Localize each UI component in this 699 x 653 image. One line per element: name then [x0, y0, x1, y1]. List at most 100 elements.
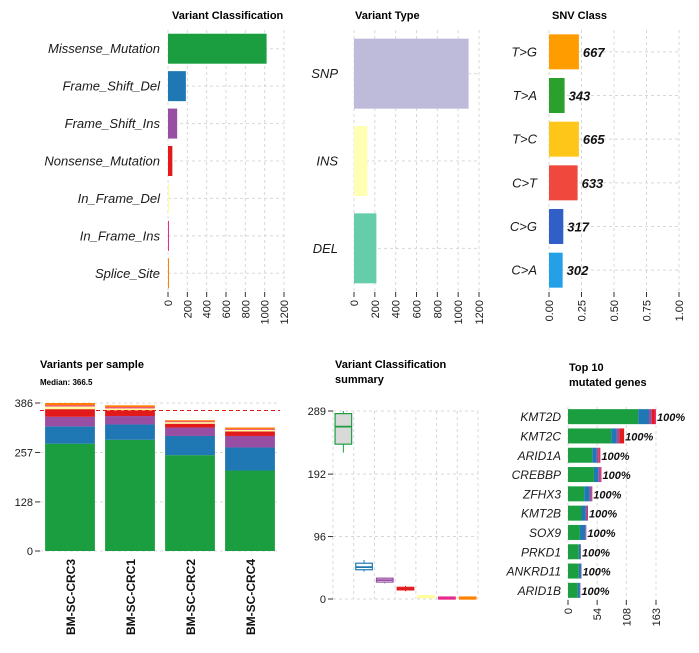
stacked-segment — [593, 467, 599, 483]
stacked-segment — [165, 427, 215, 436]
stacked-segment — [599, 447, 601, 463]
category-label: SNP — [311, 66, 338, 81]
stacked-segment — [648, 409, 652, 425]
stacked-segment — [105, 407, 155, 409]
percent-label: 100% — [601, 451, 629, 463]
gene-label: CREBBP — [512, 468, 561, 482]
bar — [549, 209, 564, 244]
variant-type-panel: Variant Type SNP INS DEL 0 200 400 600 800 1000 1… — [311, 10, 486, 324]
percent-label: 100% — [582, 567, 610, 579]
stacked-segment — [591, 486, 593, 502]
stacked-segment — [105, 439, 155, 551]
data-label: 317 — [567, 220, 589, 235]
stacked-segment — [165, 421, 215, 423]
stacked-segment — [600, 467, 602, 483]
stacked-segment — [225, 427, 275, 430]
percent-label: 100% — [582, 547, 610, 559]
x-tick-label: 800 — [432, 300, 444, 318]
data-label: 343 — [569, 89, 591, 104]
category-label: C>A — [511, 263, 537, 278]
stacked-segment — [581, 505, 586, 521]
box-body — [334, 413, 353, 445]
stacked-segment — [165, 435, 215, 456]
gene-label: ZFHX3 — [522, 487, 561, 501]
stacked-segment — [585, 524, 587, 540]
stacked-segment — [568, 428, 612, 444]
gene-label: ARID1B — [517, 584, 561, 598]
data-label: 633 — [582, 176, 604, 191]
percent-label: 100% — [625, 431, 653, 443]
variants-per-sample-title: Variants per sample — [40, 359, 144, 371]
stacked-segment — [568, 582, 578, 598]
x-tick-label: 600 — [412, 300, 424, 318]
variant-classification-summary-panel: Variant Classification summary 0 96 192 289 — [308, 359, 479, 606]
stacked-segment — [45, 406, 95, 410]
category-label: Missense_Mutation — [48, 41, 160, 56]
category-label: DEL — [313, 241, 338, 256]
y-tick-label: 0 — [27, 546, 33, 558]
stacked-segment — [651, 409, 655, 425]
stacked-segment — [568, 563, 579, 579]
stacked-segment — [105, 424, 155, 440]
stacked-segment — [598, 447, 600, 463]
x-tick-label: 200 — [370, 300, 382, 318]
x-tick-label: 1000 — [453, 300, 465, 324]
category-label: In_Frame_Del — [78, 191, 161, 206]
gene-label: ANKRD11 — [506, 565, 561, 579]
stacked-segment — [638, 409, 649, 425]
percent-label: 100% — [581, 586, 609, 598]
x-tick-label: 0 — [163, 300, 175, 306]
top10-title-line2: mutated genes — [569, 377, 647, 389]
category-label: Nonsense_Mutation — [44, 154, 160, 169]
category-label: C>T — [512, 175, 538, 190]
stacked-segment — [225, 435, 275, 448]
gene-label: ARID1A — [517, 449, 561, 463]
y-tick-label: 0 — [320, 594, 326, 606]
bar — [354, 126, 368, 196]
percent-label: 100% — [589, 509, 617, 521]
y-tick-label: 192 — [308, 469, 326, 481]
stacked-segment — [587, 505, 588, 521]
stacked-segment — [105, 416, 155, 425]
bar — [354, 38, 469, 109]
bar — [168, 146, 173, 176]
x-tick-label: 163 — [651, 608, 663, 626]
stacked-segment — [45, 405, 95, 407]
bar — [549, 78, 565, 113]
stacked-segment — [165, 422, 215, 424]
stacked-segment — [105, 408, 155, 411]
bar — [168, 258, 169, 289]
stacked-segment — [568, 524, 580, 540]
stacked-segment — [578, 544, 581, 560]
stacked-segment — [592, 447, 597, 463]
gene-label: KMT2C — [520, 429, 561, 443]
x-tick-label: 0.25 — [577, 300, 589, 321]
sample-label: BM-SC-CRC3 — [64, 559, 78, 635]
bar — [549, 34, 579, 70]
stacked-segment — [568, 447, 593, 463]
data-label: 302 — [567, 263, 589, 278]
stacked-segment — [577, 582, 580, 598]
x-tick-label: 600 — [221, 300, 233, 318]
stacked-segment — [654, 409, 656, 425]
stacked-segment — [580, 563, 582, 579]
stacked-segment — [578, 563, 581, 579]
bar — [549, 121, 579, 157]
data-label: 667 — [583, 45, 605, 60]
stacked-segment — [568, 486, 585, 502]
category-label: C>G — [510, 219, 537, 234]
x-tick-label: 400 — [202, 300, 214, 318]
stacked-segment — [598, 467, 601, 483]
variant-classification-title: Variant Classification — [172, 10, 284, 22]
stacked-segment — [225, 429, 275, 432]
stacked-segment — [45, 426, 95, 444]
x-tick-label: 0 — [563, 608, 575, 614]
x-tick-label: 0.00 — [544, 300, 556, 321]
x-tick-label: 1200 — [279, 300, 291, 324]
variants-per-sample-panel: Variants per sample Median: 366.5 0 128 25… — [15, 359, 280, 635]
bar — [168, 108, 178, 139]
gene-label: SOX9 — [529, 526, 561, 540]
bar — [354, 213, 377, 284]
x-tick-label: 1000 — [260, 300, 272, 324]
y-tick-label: 257 — [15, 447, 33, 459]
